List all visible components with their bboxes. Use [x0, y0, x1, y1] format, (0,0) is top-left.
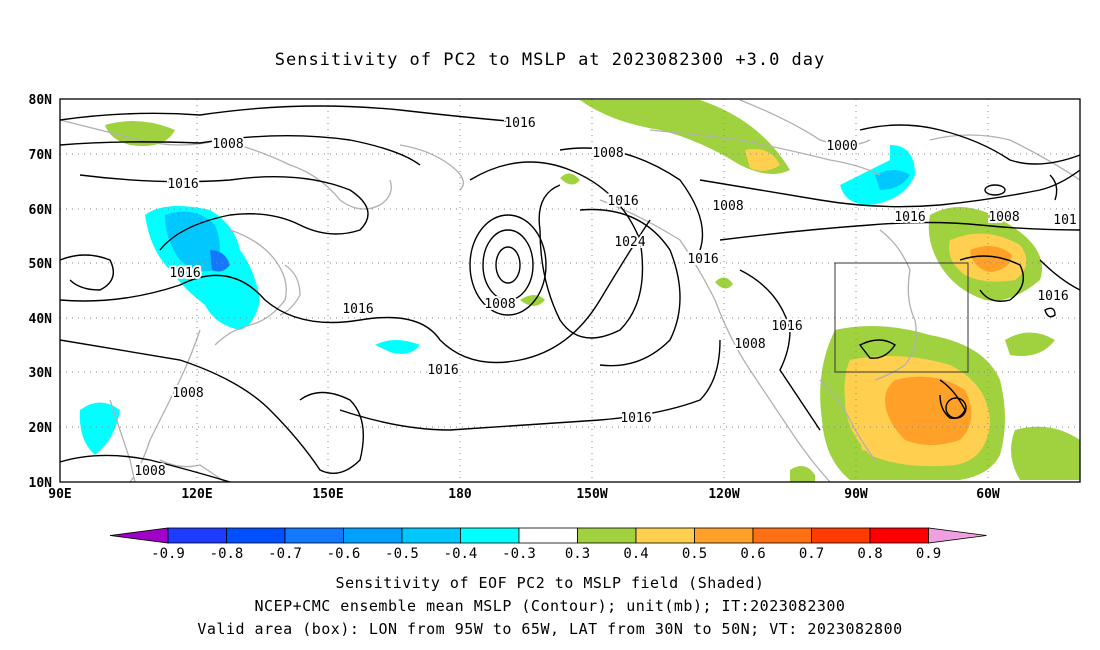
- shade-blue-hudson: [875, 170, 910, 190]
- lon-tick-label: 120W: [708, 487, 739, 502]
- colorbar-swatch: [869, 527, 929, 544]
- colorbar-tick-label: 0.6: [740, 546, 765, 562]
- contour-label: 1016: [607, 194, 638, 209]
- lat-tick-label: 10N: [29, 476, 53, 491]
- lon-tick-label: 120E: [181, 487, 212, 502]
- colorbar-tick-label: -0.7: [268, 546, 302, 562]
- lat-tick-label: 30N: [29, 366, 53, 381]
- contour-label: 1024: [614, 235, 645, 250]
- colorbar-swatch: [284, 527, 344, 544]
- colorbar-tick-label: 0.4: [623, 546, 648, 562]
- colorbar-tick-label: -0.8: [210, 546, 244, 562]
- shade-green-caribbean: [790, 466, 815, 482]
- lon-tick-label: 150W: [576, 487, 607, 502]
- lat-tick-label: 80N: [29, 93, 53, 108]
- colorbar-swatch: [460, 527, 520, 544]
- contour-label: 1008: [484, 297, 515, 312]
- shade-green-northatlantic: [580, 100, 790, 174]
- colorbar-tick-label: -0.5: [385, 546, 419, 562]
- lat-tick-label: 20N: [29, 421, 53, 436]
- colorbar-left-triangle: [109, 527, 169, 544]
- contour-label: 1016: [427, 363, 458, 378]
- latitude-axis: 80N 70N 60N 50N 40N 30N 20N 10N: [29, 93, 53, 491]
- shade-orange-core-southeast: [885, 376, 972, 445]
- contour-label: 1016: [1037, 289, 1068, 304]
- colorbar-tick-label: 0.7: [799, 546, 824, 562]
- shade-cyan-pacific: [375, 340, 420, 354]
- contour-label: 1016: [894, 210, 925, 225]
- colorbar-swatch: [635, 527, 695, 544]
- footer-contour-description: NCEP+CMC ensemble mean MSLP (Contour); u…: [254, 597, 846, 615]
- colorbar-tick-label: -0.9: [151, 546, 185, 562]
- contour-label: 101: [1053, 213, 1076, 228]
- contour-label: 1016: [167, 177, 198, 192]
- footer-valid-area: Valid area (box): LON from 95W to 65W, L…: [197, 620, 903, 638]
- shade-green-pacific-small: [560, 173, 580, 185]
- colorbar-tick-label: 0.3: [565, 546, 590, 562]
- shade-green-baja: [715, 277, 733, 289]
- contour-label: 1008: [734, 337, 765, 352]
- graticule: [60, 99, 1080, 482]
- longitude-axis: 90E 120E 150E 180 150W 120W 90W 60W: [48, 487, 1000, 502]
- lat-tick-label: 70N: [29, 148, 53, 163]
- contour-label: 1016: [620, 411, 651, 426]
- colorbar-swatch: [752, 527, 812, 544]
- colorbar-swatch: [167, 527, 227, 544]
- map-frame: [59, 98, 1081, 483]
- contour-label: 1008: [172, 386, 203, 401]
- mslp-contours: [60, 105, 1080, 482]
- shade-orange-cuba: [860, 436, 895, 452]
- colorbar-tick-label: 0.5: [682, 546, 707, 562]
- shade-darkblue-asia: [210, 250, 230, 272]
- colorbar-tick-label: -0.3: [502, 546, 536, 562]
- colorbar-tick-label: -0.6: [327, 546, 361, 562]
- shaded-positive-regions: [105, 100, 1080, 482]
- colorbar-right-triangle: [928, 527, 987, 544]
- colorbar-swatch: [811, 527, 871, 544]
- colorbar-swatch: [343, 527, 403, 544]
- lat-tick-label: 50N: [29, 257, 53, 272]
- contour-labels: 1016 1008 1016 1016 1008 1016 1008 1016 …: [132, 114, 1078, 481]
- colorbar-tick-label: 0.9: [916, 546, 941, 562]
- colorbar-swatch: [518, 527, 578, 544]
- contour-label: 1008: [134, 464, 165, 479]
- lat-tick-label: 60N: [29, 203, 53, 218]
- colorbar-swatch: [401, 527, 461, 544]
- colorbar-swatch: [577, 527, 637, 544]
- lon-tick-label: 180: [448, 487, 472, 502]
- contour-label: 1016: [771, 319, 802, 334]
- lon-tick-label: 60W: [976, 487, 1000, 502]
- coastlines: [60, 99, 1080, 482]
- colorbar-swatch: [694, 527, 754, 544]
- contour-label: 1008: [212, 137, 243, 152]
- contour-label: 1016: [687, 252, 718, 267]
- shade-cyan-india: [79, 402, 120, 455]
- contour-label: 1008: [592, 146, 623, 161]
- shade-orange-northatlantic: [745, 149, 780, 171]
- shade-green-bering: [105, 121, 175, 146]
- shade-blue-asia-core: [165, 211, 220, 272]
- contour-label: 1016: [504, 116, 535, 131]
- lon-tick-label: 90E: [48, 487, 71, 502]
- shade-orange-core-labrador: [970, 246, 1012, 272]
- lat-tick-label: 40N: [29, 312, 53, 327]
- colorbar-swatch: [226, 527, 286, 544]
- contour-label: 1000: [826, 139, 857, 154]
- colorbar-tick-label: 0.8: [857, 546, 882, 562]
- contour-label: 1008: [712, 199, 743, 214]
- shade-green-low: [520, 295, 545, 306]
- lon-tick-label: 90W: [844, 487, 868, 502]
- contour-label: 1016: [342, 302, 373, 317]
- map-title: Sensitivity of PC2 to MSLP at 2023082300…: [274, 50, 826, 70]
- contour-label: 1008: [988, 210, 1019, 225]
- shade-green-atlantic-east: [1011, 426, 1080, 480]
- colorbar-tick-label: -0.4: [444, 546, 478, 562]
- lon-tick-label: 150E: [312, 487, 343, 502]
- contour-label: 1016: [169, 266, 200, 281]
- footer-shading-description: Sensitivity of EOF PC2 to MSLP field (Sh…: [335, 574, 765, 592]
- shade-green-atlantic-mid: [1005, 332, 1055, 356]
- valid-area-box: [834, 262, 969, 373]
- colorbar: -0.9 -0.8 -0.7 -0.6 -0.5 -0.4 -0.3 0.3 0.4 0.5 0.6…: [109, 527, 987, 562]
